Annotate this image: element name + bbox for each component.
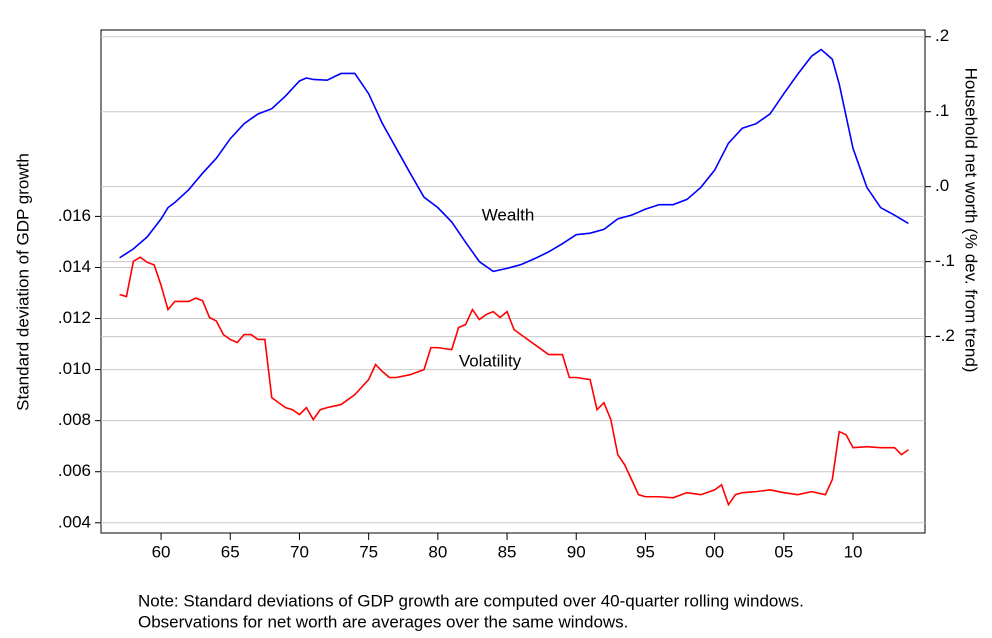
series-line [119,256,909,507]
x-tick-label: 05 [774,542,793,561]
x-tick-label: 00 [705,542,724,561]
y-tick-label: .010 [58,359,91,378]
y-tick-label: .012 [58,308,91,327]
series-label: Wealth [482,205,535,224]
y2-axis-label: Household net worth (% dev. from trend) [962,68,981,373]
y2-tick-label: -.1 [935,251,955,270]
series-label: Volatility [459,351,522,370]
y-tick-label: .014 [58,257,91,276]
y2-tick-label: .0 [935,176,949,195]
x-tick-label: 10 [844,542,863,561]
x-tick-label: 60 [152,542,171,561]
x-tick-label: 65 [221,542,240,561]
y-axis-label: Standard deviation of GDP growth [13,153,32,411]
y-tick-label: .008 [58,410,91,429]
x-tick-label: 75 [359,542,378,561]
y2-tick-label: -.2 [935,326,955,345]
y-tick-label: .016 [58,206,91,225]
y-tick-label: .006 [58,461,91,480]
y2-tick-label: .1 [935,101,949,120]
x-tick-label: 95 [636,542,655,561]
x-tick-label: 85 [498,542,517,561]
note-line: Note: Standard deviations of GDP growth … [138,591,804,610]
x-tick-label: 80 [428,542,447,561]
x-tick-label: 70 [290,542,309,561]
x-tick-label: 90 [567,542,586,561]
y2-tick-label: .2 [935,26,949,45]
y-tick-label: .004 [58,512,91,531]
plot-frame [100,29,926,534]
note-line: Observations for net worth are averages … [138,612,628,631]
series-line [119,48,909,273]
